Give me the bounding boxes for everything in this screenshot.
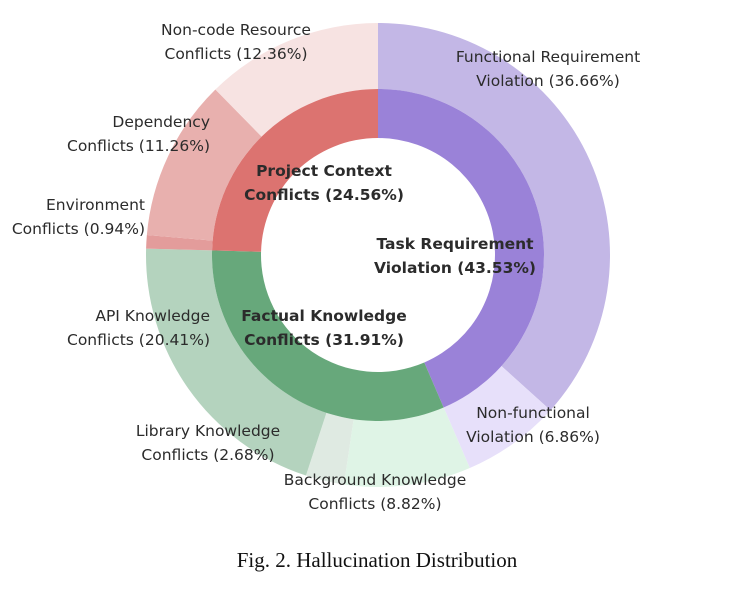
label-line: Environment: [46, 196, 145, 214]
label-line: Conflicts (12.36%): [165, 45, 308, 63]
slice-task-requirement-violation: [378, 89, 544, 408]
label-line: Conflicts (20.41%): [67, 331, 210, 349]
label-task-requirement-violation: Task Requirement Violation (43.53%): [374, 235, 536, 277]
label-line: Conflicts (0.94%): [12, 220, 145, 238]
slice-api-knowledge-conflicts: [145, 248, 327, 476]
label-functional-requirement-violation: Functional Requirement Violation (36.66%): [456, 48, 640, 90]
figure-caption: Fig. 2. Hallucination Distribution: [236, 548, 518, 572]
label-project-context-conflicts: Project Context Conflicts (24.56%): [244, 162, 404, 204]
slice-library-knowledge-conflicts: [305, 412, 354, 485]
label-line: Violation (36.66%): [476, 72, 620, 90]
label-line: Non-code Resource: [161, 21, 311, 39]
label-line: Violation (43.53%): [374, 259, 536, 277]
label-background-knowledge-conflicts: Background Knowledge Conflicts (8.82%): [284, 471, 467, 513]
label-line: Background Knowledge: [284, 471, 467, 489]
label-line: Conflicts (2.68%): [141, 446, 274, 464]
label-environment-conflicts: Environment Conflicts (0.94%): [12, 196, 145, 238]
label-library-knowledge-conflicts: Library Knowledge Conflicts (2.68%): [136, 422, 280, 464]
label-non-functional-violation: Non-functional Violation (6.86%): [466, 404, 600, 446]
label-api-knowledge-conflicts: API Knowledge Conflicts (20.41%): [67, 307, 210, 349]
label-line: Factual Knowledge: [241, 307, 406, 325]
label-line: Conflicts (31.91%): [244, 331, 404, 349]
label-line: Dependency: [112, 113, 210, 131]
slice-background-knowledge-conflicts: [343, 407, 470, 487]
label-line: Violation (6.86%): [466, 428, 600, 446]
label-line: Conflicts (8.82%): [308, 495, 441, 513]
slice-project-context-conflicts: [212, 89, 378, 252]
label-factual-knowledge-conflicts: Factual Knowledge Conflicts (31.91%): [241, 307, 406, 349]
slice-non-code-resource-conflicts: [215, 23, 378, 137]
slice-non-functional-violation: [443, 366, 551, 469]
label-line: Project Context: [256, 162, 392, 180]
label-line: Conflicts (24.56%): [244, 186, 404, 204]
label-line: Library Knowledge: [136, 422, 280, 440]
label-non-code-resource-conflicts: Non-code Resource Conflicts (12.36%): [161, 21, 311, 63]
label-line: Task Requirement: [376, 235, 534, 253]
label-dependency-conflicts: Dependency Conflicts (11.26%): [67, 113, 210, 155]
label-line: API Knowledge: [95, 307, 210, 325]
label-line: Functional Requirement: [456, 48, 640, 66]
slice-environment-conflicts: [146, 234, 213, 251]
label-line: Conflicts (11.26%): [67, 137, 210, 155]
hallucination-donut-chart: Functional Requirement Violation (36.66%)…: [12, 21, 640, 513]
label-line: Non-functional: [476, 404, 590, 422]
slice-dependency-conflicts: [146, 89, 262, 241]
slice-factual-knowledge-conflicts: [211, 250, 444, 421]
slice-functional-requirement-violation: [378, 23, 610, 411]
